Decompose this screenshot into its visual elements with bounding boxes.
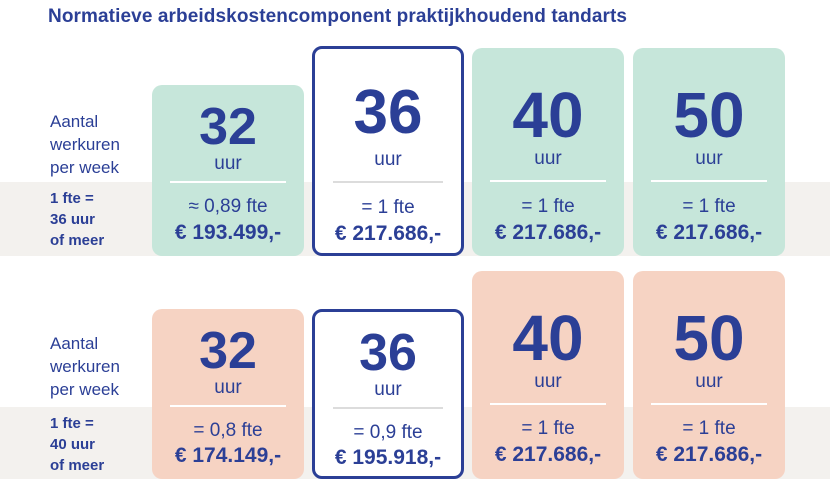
divider — [490, 403, 606, 405]
cost-value: € 217.686,- — [334, 222, 442, 245]
cost-value: € 195.918,- — [334, 446, 442, 469]
cost-value: € 217.686,- — [655, 443, 763, 466]
hours-unit: uur — [214, 153, 242, 174]
hours-unit: uur — [695, 371, 723, 392]
divider — [490, 180, 606, 182]
fte-value: = 0,8 fte — [193, 420, 263, 441]
fte-definition-1: 1 fte = 36 uur of meer — [50, 190, 105, 249]
hours-value: 50 — [673, 79, 745, 151]
fte-value: = 1 fte — [682, 418, 736, 439]
card-s2-32: 32 uur = 0,8 fte € 174.149,- — [152, 309, 304, 479]
cost-value: € 217.686,- — [494, 221, 602, 244]
page-title: Normatieve arbeidskostencomponent prakti… — [48, 6, 628, 27]
hours-value: 50 — [673, 302, 745, 374]
divider — [333, 407, 443, 409]
hours-unit: uur — [534, 148, 562, 169]
divider — [651, 403, 767, 405]
fte-value: = 1 fte — [521, 418, 575, 439]
card-s1-32: 32 uur ≈ 0,89 fte € 193.499,- — [152, 85, 304, 256]
fte-value: = 1 fte — [521, 196, 575, 217]
hours-value: 32 — [199, 98, 257, 156]
card-s2-36: 36 uur = 0,9 fte € 195.918,- — [312, 309, 464, 479]
hours-value: 36 — [353, 78, 423, 147]
divider — [170, 181, 286, 183]
card-s2-50: 50 uur = 1 fte € 217.686,- — [633, 271, 785, 479]
card-s1-36: 36 uur = 1 fte € 217.686,- — [312, 46, 464, 256]
hours-unit: uur — [695, 148, 723, 169]
fte-value: = 0,9 fte — [353, 422, 423, 443]
hours-value: 40 — [512, 79, 584, 151]
card-s2-40: 40 uur = 1 fte € 217.686,- — [472, 271, 624, 479]
hours-value: 36 — [359, 324, 417, 382]
cost-value: € 174.149,- — [174, 444, 282, 467]
fte-value: = 1 fte — [361, 197, 415, 218]
hours-label-2: Aantal werkuren per week — [50, 334, 120, 399]
hours-value: 32 — [199, 322, 257, 380]
fte-value: ≈ 0,89 fte — [188, 196, 268, 217]
cost-value: € 193.499,- — [174, 221, 282, 244]
divider — [170, 405, 286, 407]
hours-label-1: Aantal werkuren per week — [50, 112, 120, 177]
card-s1-40: 40 uur = 1 fte € 217.686,- — [472, 48, 624, 256]
fte-value: = 1 fte — [682, 196, 736, 217]
divider — [651, 180, 767, 182]
cost-value: € 217.686,- — [655, 221, 763, 244]
divider — [333, 181, 443, 183]
hours-value: 40 — [512, 302, 584, 374]
cost-value: € 217.686,- — [494, 443, 602, 466]
fte-definition-2: 1 fte = 40 uur of meer — [50, 415, 105, 474]
card-s1-50: 50 uur = 1 fte € 217.686,- — [633, 48, 785, 256]
hours-unit: uur — [214, 377, 242, 398]
hours-unit: uur — [534, 371, 562, 392]
hours-unit: uur — [374, 379, 402, 400]
hours-unit: uur — [374, 149, 402, 170]
